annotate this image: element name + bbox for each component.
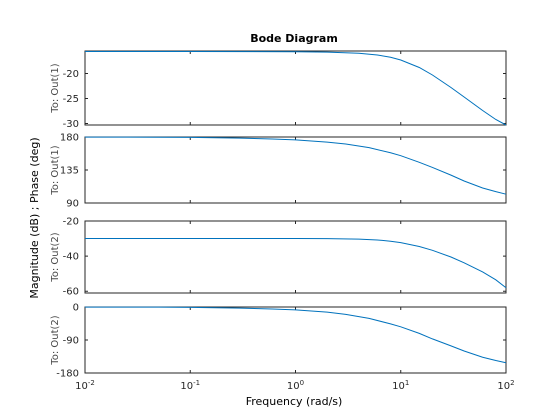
panel-2-frame — [84, 136, 507, 204]
panel-2-ytick-label-2: 135 — [60, 166, 79, 177]
xtick-label-5-base: 10 — [497, 381, 510, 392]
xtick-label-1-exp: -2 — [88, 379, 95, 387]
xtick-label-2-base: 10 — [180, 381, 193, 392]
panel-3-curve — [85, 238, 507, 289]
panel-4-frame — [84, 306, 507, 374]
panel-2: To: Out(1)180 135 90 — [50, 133, 507, 210]
panel-1-ytick-label-1: -20 — [63, 69, 79, 80]
panel-1-ytick-label-3: -30 — [63, 119, 79, 130]
panel-2-ytick-label-1: 180 — [60, 133, 79, 144]
title-group: Bode Diagram — [250, 32, 338, 45]
xtick-label-5-exp: 2 — [510, 379, 514, 387]
panel-2-label: To: Out(1) — [50, 145, 61, 195]
xtick-label-2: 10-1 — [180, 379, 200, 392]
xtick-label-3: 100 — [287, 379, 304, 392]
xtick-label-3-base: 10 — [287, 381, 300, 392]
xlabel-group: Frequency (rad/s) — [246, 395, 343, 408]
xtick-label-3-exp: 0 — [300, 379, 304, 387]
panel-3-frame — [84, 220, 507, 294]
chart-xlabel: Frequency (rad/s) — [246, 395, 343, 408]
panel-3-ytick-label-2: -40 — [63, 252, 79, 263]
panel-3-ytick-label-1: -20 — [63, 217, 79, 228]
panel-3-ytick-label-3: -60 — [63, 287, 79, 298]
panel-2-ytick-label-3: 90 — [66, 199, 79, 210]
panel-1-curve — [85, 51, 507, 126]
panel-1: To: Out(1) -20 -25 -30 — [50, 50, 507, 130]
xtick-label-2-exp: -1 — [193, 379, 200, 387]
xtick-label-4-base: 10 — [392, 381, 405, 392]
ylabel-group: Magnitude (dB) ; Phase (deg) — [28, 137, 41, 298]
xtick-label-1-base: 10 — [75, 381, 88, 392]
panel-4-ytick-label-1: 0 — [73, 303, 79, 314]
chart-ylabel: Magnitude (dB) ; Phase (deg) — [28, 137, 41, 298]
panel-4-label: To: Out(2) — [50, 315, 61, 365]
panel-1-ytick-label-2: -25 — [63, 94, 79, 105]
panel-1-label: To: Out(1) — [50, 63, 61, 113]
panel-4-curve — [84, 306, 507, 364]
panel-2-curve — [84, 136, 507, 195]
xtick-label-5: 102 — [497, 379, 514, 392]
xtick-label-4: 101 — [392, 379, 409, 392]
xtick-label-1: 10-2 — [75, 379, 95, 392]
panel-4-ytick-label-2: -90 — [63, 336, 79, 347]
xtick-label-4-exp: 1 — [405, 379, 409, 387]
panel-1-frame — [84, 50, 507, 126]
panel-4-ytick-label-3: -180 — [56, 369, 79, 380]
panel-3: To: Out(2)-20 -40 -60 — [50, 217, 507, 298]
panel-3-label: To: Out(2) — [50, 232, 61, 282]
chart-title: Bode Diagram — [250, 32, 338, 45]
